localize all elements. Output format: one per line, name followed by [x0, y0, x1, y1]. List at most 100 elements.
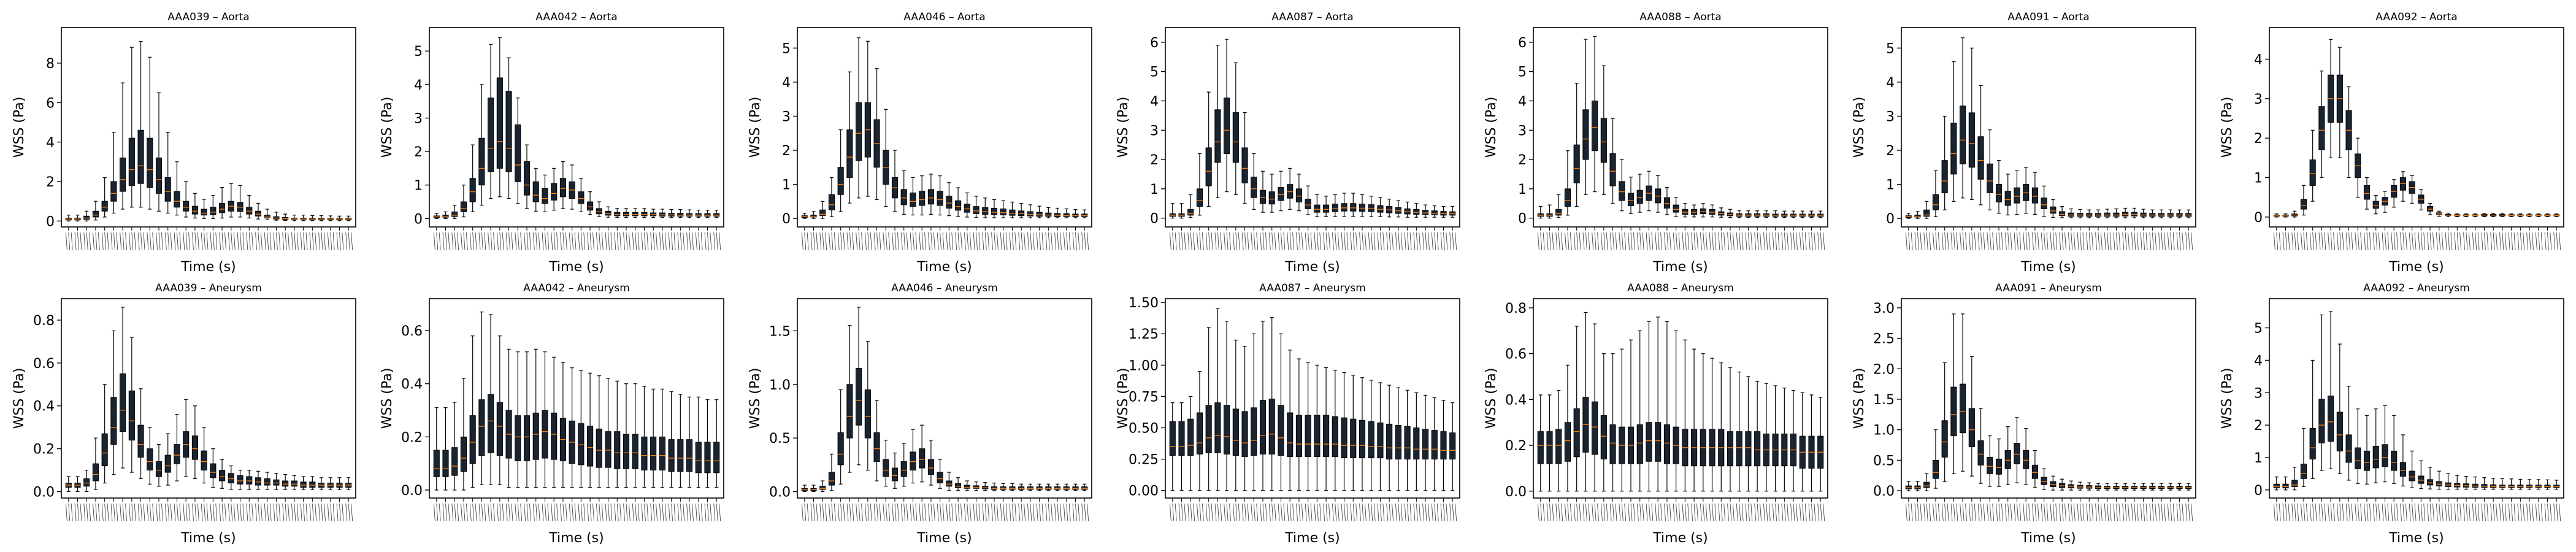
- x-tick-label: [129, 503, 131, 521]
- box-29: [1422, 204, 1429, 218]
- x-tick-label: [1804, 503, 1807, 521]
- x-tick-label: [1434, 232, 1436, 250]
- x-tick-label: [1552, 232, 1554, 250]
- box-2: [1178, 203, 1185, 219]
- x-tick-label: [107, 232, 109, 250]
- x-tick-label: [282, 232, 285, 250]
- x-tick-label: [1054, 503, 1057, 521]
- x-tick-label: [1630, 232, 1633, 250]
- x-tick-label: [2073, 503, 2076, 521]
- box-30: [327, 215, 334, 221]
- x-tick-label: [623, 503, 625, 521]
- x-tick-label: [2134, 232, 2136, 250]
- box-iqr: [2031, 464, 2038, 479]
- x-tick-label: [1576, 503, 1579, 521]
- x-tick-label: [1941, 503, 1944, 521]
- y-tick-label: 0.0: [401, 483, 423, 499]
- x-tick-label: [915, 503, 918, 521]
- x-tick-label: [303, 503, 305, 521]
- x-tick-label: [107, 503, 109, 521]
- x-tick-label: [1718, 232, 1720, 250]
- box-6: [1950, 61, 1957, 202]
- x-tick-label: [1669, 503, 1671, 521]
- box-17: [1314, 194, 1321, 217]
- x-tick-label: [1440, 503, 1443, 521]
- x-tick-label: [632, 232, 634, 250]
- y-tick-label: 0.0: [769, 485, 791, 500]
- box-iqr: [496, 77, 503, 169]
- x-tick-label: [1233, 503, 1235, 521]
- box-29: [1790, 210, 1797, 218]
- box-iqr: [2409, 470, 2415, 481]
- box-10: [1619, 159, 1625, 212]
- box-22: [255, 470, 262, 490]
- y-tick-label: 0.4: [1505, 393, 1527, 408]
- box-5: [1205, 327, 1212, 491]
- y-tick-label: 0.2: [1505, 439, 1527, 454]
- x-tick-label: [309, 232, 312, 250]
- box-26: [1763, 383, 1769, 492]
- y-tick-label: 2: [782, 144, 791, 159]
- x-tick-label: [1962, 503, 1965, 521]
- x-tick-label: [810, 503, 813, 521]
- x-tick-label: [315, 232, 317, 250]
- box-24: [2481, 477, 2488, 490]
- box-7: [1960, 37, 1966, 199]
- x-tick-label: [921, 232, 924, 250]
- y-tick-label: 3: [1518, 123, 1527, 139]
- box-16: [2041, 468, 2047, 490]
- x-tick-label: [1682, 232, 1684, 250]
- box-iqr: [2095, 485, 2102, 489]
- x-tick-label: [616, 503, 619, 521]
- x-tick-label: [1727, 503, 1729, 521]
- x-tick-label: [1730, 503, 1732, 521]
- x-tick-label: [1947, 232, 1949, 250]
- x-tick-label: [478, 503, 481, 521]
- x-tick-label: [2372, 232, 2375, 250]
- box-3: [83, 469, 90, 493]
- box-31: [336, 215, 343, 221]
- x-tick-label: [1352, 503, 1355, 521]
- x-tick-label: [704, 232, 707, 250]
- x-tick-label: [231, 232, 233, 250]
- x-tick-label: [1371, 232, 1373, 250]
- x-tick-label: [1455, 232, 1457, 250]
- box-20: [1709, 204, 1715, 218]
- x-tick-label: [65, 232, 67, 250]
- x-tick-label: [167, 232, 170, 250]
- x-tick-label: [2459, 232, 2462, 250]
- x-tick-label: [2484, 232, 2486, 250]
- x-tick-labels: [433, 227, 721, 250]
- x-tick-label: [1609, 503, 1612, 521]
- x-tick-label: [1720, 503, 1723, 521]
- x-tick-label: [529, 232, 531, 250]
- x-tick-label: [433, 503, 435, 521]
- box-iqr: [1555, 429, 1562, 464]
- box-5: [101, 384, 108, 484]
- box-23: [2104, 483, 2110, 491]
- x-tick-label: [1289, 503, 1292, 521]
- x-tick-label: [201, 503, 203, 521]
- x-tick-label: [2140, 232, 2142, 250]
- x-tick-label: [188, 503, 191, 521]
- box-iqr: [1673, 204, 1679, 213]
- x-tick-label: [892, 232, 894, 250]
- x-tick-label: [942, 232, 945, 250]
- x-tick-label: [1021, 232, 1023, 250]
- box-14: [2391, 415, 2398, 484]
- box-iqr: [614, 431, 621, 469]
- x-tick-label: [285, 503, 287, 521]
- x-tick-label: [152, 232, 155, 250]
- x-tick-label: [2375, 232, 2378, 250]
- box-iqr: [837, 167, 844, 195]
- box-2: [2282, 213, 2289, 218]
- x-tick-label: [2351, 232, 2353, 250]
- x-tick-label: [1005, 503, 1008, 521]
- box-18: [587, 372, 594, 488]
- box-16: [201, 199, 207, 220]
- box-20: [2445, 212, 2451, 217]
- x-tick-label: [2402, 232, 2405, 250]
- x-tick-label: [2517, 232, 2520, 250]
- y-tick-label: 2: [1886, 144, 1895, 159]
- box-21: [1718, 207, 1725, 218]
